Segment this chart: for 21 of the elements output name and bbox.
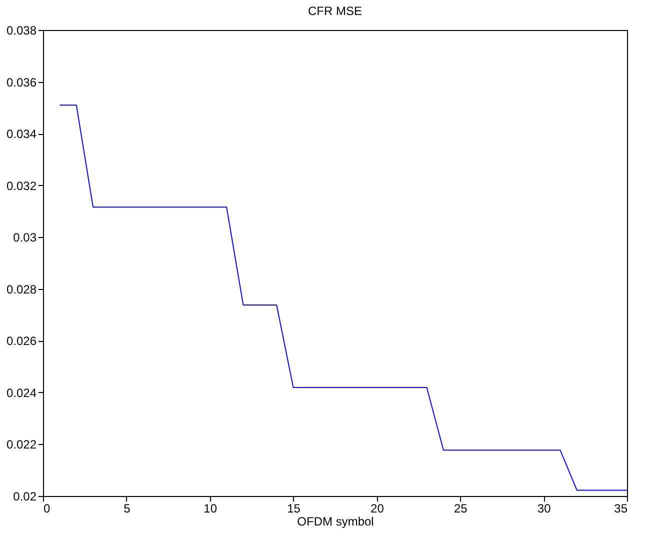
line-series: [59, 104, 627, 491]
chart-title: CFR MSE: [308, 4, 362, 18]
x-tick-label: 20: [370, 502, 384, 516]
x-tick-label: 0: [44, 502, 50, 516]
y-tick-label: 0.032: [6, 178, 37, 193]
x-axis-title: OFDM symbol: [297, 514, 374, 528]
y-tick-label: 0.024: [6, 386, 37, 400]
x-tick-label: 25: [454, 502, 468, 516]
y-tick-label: 0.03: [13, 230, 37, 245]
y-tick-label: 0.02: [13, 490, 37, 504]
y-tick-label: 0.034: [6, 127, 37, 142]
x-tick-label: 10: [204, 502, 218, 516]
y-tick-label: 0.036: [6, 75, 37, 90]
y-tick-label: 0.028: [6, 282, 37, 296]
x-tick-label: 35: [614, 502, 628, 516]
x-tick-label: 5: [124, 502, 131, 516]
x-tick-label: 15: [287, 502, 301, 516]
y-tick-label: 0.038: [6, 24, 37, 38]
y-tick-label: 0.022: [6, 438, 37, 452]
x-tick-label: 30: [537, 502, 552, 516]
y-tick-label: 0.026: [6, 334, 37, 348]
